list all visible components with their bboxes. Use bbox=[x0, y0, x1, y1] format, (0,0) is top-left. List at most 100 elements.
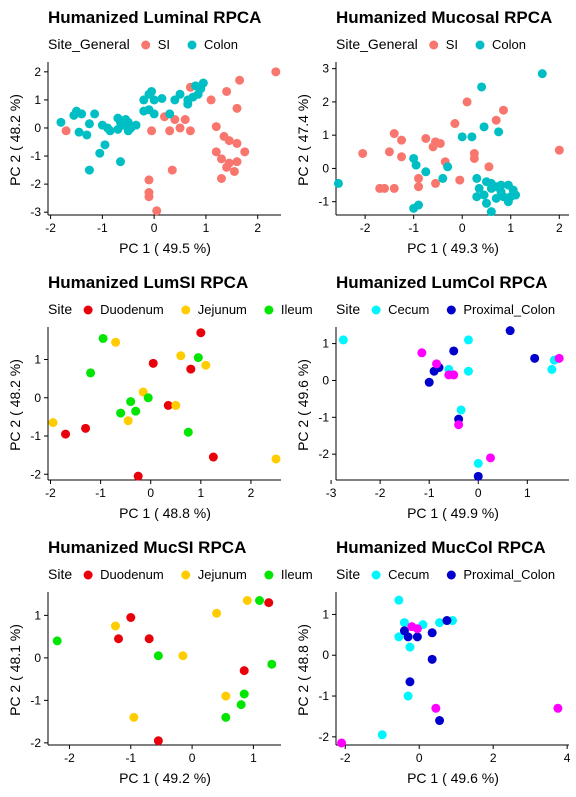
data-point bbox=[429, 366, 439, 376]
plot-area: -2 -1 0 1 2 -3 -2 -1 0 1 2 bbox=[30, 62, 281, 235]
data-point bbox=[153, 736, 163, 746]
data-point bbox=[405, 677, 415, 687]
scatter-chart-humanized-mucosal: Humanized Mucosal RPCA Site_General SI Co… bbox=[295, 8, 569, 256]
data-point bbox=[221, 712, 231, 722]
data-point bbox=[74, 127, 84, 137]
data-point bbox=[208, 452, 218, 462]
data-point bbox=[477, 82, 487, 92]
data-point bbox=[409, 203, 419, 213]
legend-key bbox=[264, 305, 274, 315]
legend-label: Ileum bbox=[281, 302, 313, 317]
y-tick-label: 1 bbox=[322, 128, 329, 142]
data-point bbox=[198, 78, 208, 88]
chart-title: Humanized Mucosal RPCA bbox=[336, 8, 552, 27]
data-point bbox=[472, 192, 482, 202]
x-tick-label: 1 bbox=[507, 221, 514, 235]
y-tick-label: 1 bbox=[34, 353, 41, 367]
x-tick-label: 2 bbox=[556, 221, 563, 235]
data-point bbox=[193, 353, 203, 363]
legend-title: Site bbox=[336, 566, 360, 582]
y-tick-label: -2 bbox=[30, 177, 41, 191]
data-point bbox=[473, 458, 483, 468]
data-point bbox=[149, 109, 159, 119]
data-point bbox=[469, 153, 479, 163]
data-point bbox=[105, 126, 115, 136]
y-axis-label: PC 2 ( 48.8 %) bbox=[295, 624, 311, 716]
data-point bbox=[498, 105, 508, 115]
data-point bbox=[139, 95, 149, 105]
legend-key bbox=[475, 40, 485, 50]
data-point bbox=[438, 173, 448, 183]
legend-title: Site_General bbox=[48, 36, 130, 52]
data-point bbox=[411, 160, 421, 170]
data-point bbox=[463, 366, 473, 376]
x-tick-label: 0 bbox=[151, 221, 158, 235]
data-point bbox=[206, 95, 216, 105]
y-tick-label: 2 bbox=[322, 95, 329, 109]
data-point bbox=[186, 364, 196, 374]
data-point bbox=[432, 359, 442, 369]
y-tick-label: -1 bbox=[30, 149, 41, 163]
x-tick-label: -1 bbox=[97, 221, 108, 235]
y-tick-label: -1 bbox=[318, 689, 329, 703]
x-tick-label: -2 bbox=[64, 751, 75, 765]
data-point bbox=[176, 351, 186, 361]
data-point bbox=[229, 166, 239, 176]
data-point bbox=[69, 110, 79, 120]
legend-title: Site bbox=[48, 566, 72, 582]
data-point bbox=[403, 691, 413, 701]
data-point bbox=[384, 147, 394, 157]
data-point bbox=[397, 152, 407, 162]
legend-key bbox=[371, 570, 381, 580]
y-tick-label: 0 bbox=[34, 651, 41, 665]
y-axis-label: PC 2 ( 49.6 %) bbox=[295, 359, 311, 451]
legend-label: Cecum bbox=[388, 302, 429, 317]
data-point bbox=[222, 86, 232, 96]
data-point bbox=[394, 632, 404, 642]
data-point bbox=[239, 689, 249, 699]
data-point bbox=[191, 81, 201, 91]
chart-title: Humanized MucCol RPCA bbox=[336, 538, 546, 557]
data-point bbox=[242, 596, 252, 605]
legend-title: Site bbox=[336, 301, 360, 317]
data-point bbox=[449, 370, 459, 380]
data-point bbox=[84, 119, 94, 129]
data-point bbox=[183, 427, 193, 437]
data-point bbox=[435, 716, 445, 726]
plot-area: -3 -2 -1 0 1 -2 -1 0 1 bbox=[318, 326, 569, 500]
data-point bbox=[82, 130, 92, 140]
data-point bbox=[486, 183, 496, 193]
data-point bbox=[405, 642, 415, 652]
x-tick-label: -2 bbox=[45, 221, 56, 235]
x-tick-label: -1 bbox=[408, 221, 419, 235]
y-axis-label: PC 2 ( 48.2 %) bbox=[7, 94, 23, 186]
data-point bbox=[389, 129, 399, 139]
data-point bbox=[417, 348, 427, 358]
data-point bbox=[358, 148, 368, 158]
data-point bbox=[201, 360, 211, 370]
data-point bbox=[457, 132, 467, 142]
data-point bbox=[554, 353, 564, 363]
data-point bbox=[131, 120, 141, 130]
x-tick-label: -1 bbox=[424, 486, 435, 500]
data-point bbox=[412, 632, 422, 642]
x-tick-label: -2 bbox=[340, 751, 351, 765]
data-point bbox=[114, 634, 124, 644]
data-point bbox=[165, 126, 175, 136]
legend-key bbox=[83, 570, 93, 580]
chart-title: Humanized MucSI RPCA bbox=[48, 538, 246, 557]
legend-key bbox=[141, 40, 151, 50]
data-point bbox=[267, 659, 277, 669]
y-tick-label: -2 bbox=[30, 467, 41, 481]
plot-area: -2 -1 0 1 2 -2 -1 0 1 bbox=[30, 327, 281, 500]
legend-key bbox=[83, 305, 93, 315]
data-point bbox=[333, 178, 343, 188]
data-point bbox=[221, 691, 231, 701]
data-point bbox=[143, 393, 153, 403]
legend: Cecum Proximal_Colon bbox=[371, 567, 555, 582]
data-point bbox=[547, 364, 557, 374]
x-axis-label: PC 1 ( 49.6 %) bbox=[407, 770, 499, 786]
data-point bbox=[530, 353, 540, 363]
y-axis-label: PC 2 ( 47.4 %) bbox=[295, 94, 311, 186]
data-point bbox=[456, 405, 466, 415]
